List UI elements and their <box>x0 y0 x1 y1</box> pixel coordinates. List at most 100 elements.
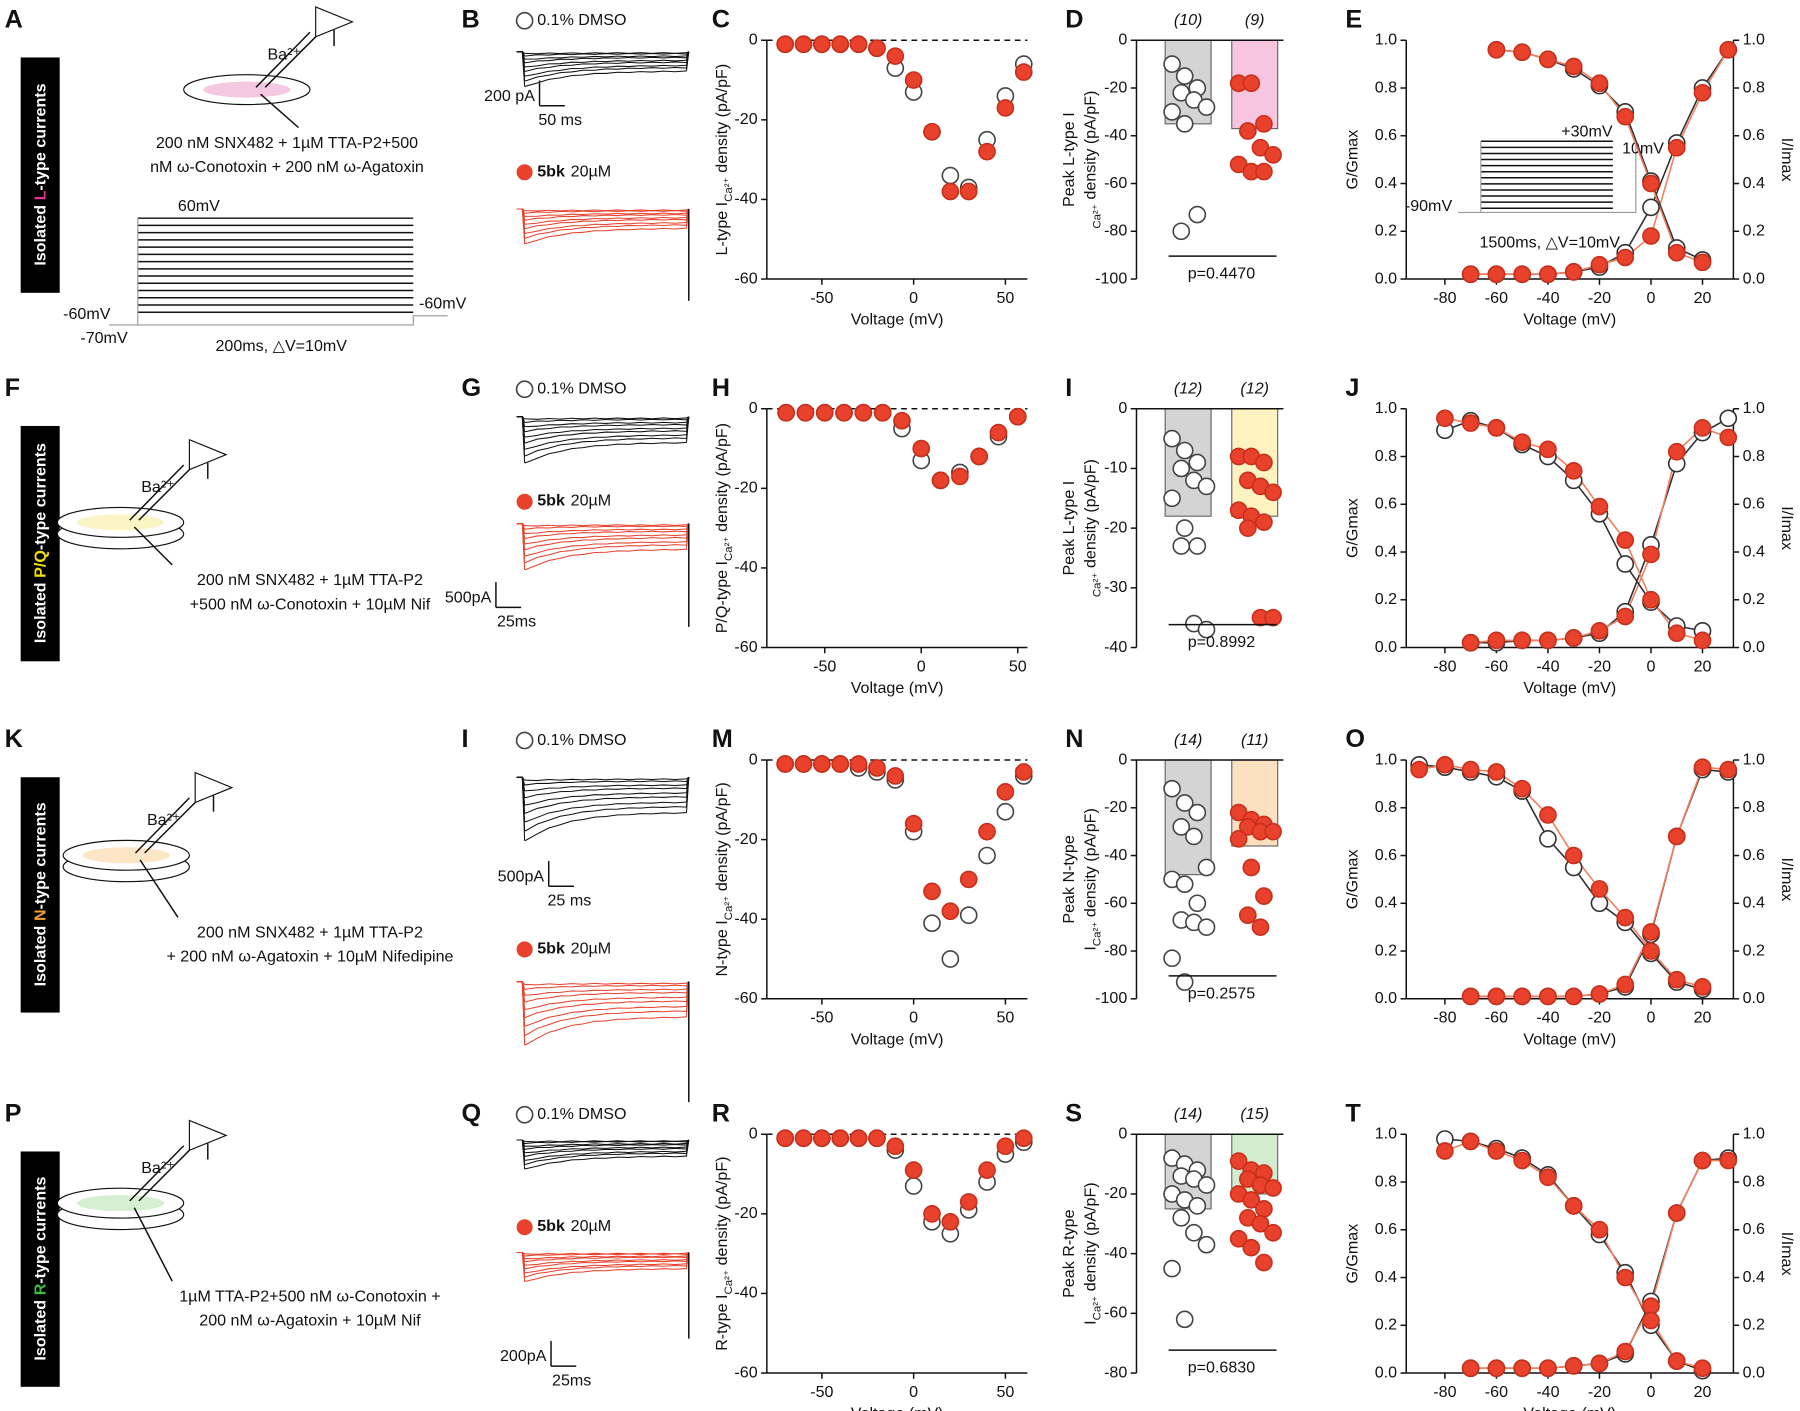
amplifier <box>188 1119 228 1152</box>
trace <box>516 51 690 82</box>
y-tick-label: 1.0 <box>1375 399 1397 417</box>
y-axis-label-text: Peak R-type <box>1060 1209 1078 1297</box>
trace <box>516 1251 690 1257</box>
y-axis-label-sub: Ca²⁺ <box>723 177 735 202</box>
x-tick-label: 50 <box>1009 657 1027 675</box>
data-point <box>1616 1268 1635 1287</box>
data-point <box>1175 1310 1194 1329</box>
trace <box>516 1139 690 1145</box>
data-point <box>923 122 941 141</box>
trace <box>516 776 690 832</box>
y-axis-label-text: Peak L-type I <box>1060 481 1078 576</box>
drug-text: + 200 nM ω-Agatoxin + 10µM Nifedipine <box>166 948 453 966</box>
data-point <box>1590 1354 1609 1373</box>
legend-label: 5bk 20µM <box>537 163 611 181</box>
n-label: (12) <box>1174 379 1203 397</box>
y-tick-label: 0 <box>749 750 758 768</box>
x-tick-label: -60 <box>1485 1009 1508 1027</box>
trace <box>516 1251 690 1263</box>
drug-name: 5bk <box>537 1217 565 1235</box>
data-point <box>1163 1259 1181 1278</box>
data-point <box>904 1161 923 1179</box>
y-tick-label: 0.8 <box>1375 798 1397 816</box>
y-tick-label: -60 <box>734 269 757 287</box>
y-axis-label: R-type ICa²⁺ density (pA/pF) <box>713 1156 735 1350</box>
drug-dose: 20µM <box>571 163 612 181</box>
pointer <box>133 526 173 566</box>
data-point <box>1590 497 1609 516</box>
data-point <box>941 950 960 968</box>
pointer <box>139 859 179 918</box>
y-tick-label: 0.6 <box>1375 1220 1397 1238</box>
data-point <box>1513 1359 1532 1378</box>
data-point <box>1539 1168 1557 1187</box>
scale-label: 25ms <box>497 613 536 631</box>
legend-label: 0.1% DMSO <box>537 379 626 397</box>
data-point <box>1513 43 1532 62</box>
data-point <box>1197 477 1216 496</box>
n-label: (15) <box>1240 1105 1269 1123</box>
data-point <box>1185 827 1203 846</box>
y2-tick-label: 0.8 <box>1743 798 1765 816</box>
data-point <box>1487 40 1506 59</box>
y-tick-label: -20 <box>1104 78 1127 96</box>
data-point <box>1539 265 1557 284</box>
data-point <box>1461 265 1480 284</box>
trace <box>516 1139 690 1150</box>
side-label-pre: Isolated <box>32 582 50 643</box>
data-point <box>1238 519 1257 537</box>
fit-line <box>1444 417 1703 642</box>
data-point <box>1667 970 1686 989</box>
side-label: Isolated L-type currents <box>32 83 50 265</box>
x-tick-label: -20 <box>1588 1383 1611 1401</box>
y-tick-label: -10 <box>1104 459 1127 477</box>
fit-line <box>1444 419 1703 632</box>
data-point <box>886 47 905 66</box>
data-point <box>978 142 996 161</box>
y-axis-label-sub: Ca²⁺ <box>723 896 735 921</box>
n-label: (11) <box>1241 731 1268 749</box>
data-point <box>1642 923 1660 941</box>
data-point <box>796 403 815 422</box>
pipette <box>144 801 196 854</box>
y-tick-label: 0 <box>1118 1125 1127 1143</box>
protocol-hold <box>109 218 448 326</box>
y-tick-label: 1.0 <box>1375 750 1397 768</box>
panel-letter: O <box>1345 725 1365 753</box>
data-point <box>1163 429 1181 448</box>
data-point <box>1436 755 1454 774</box>
data-point <box>970 447 989 466</box>
y-axis-label-sub: Ca²⁺ <box>723 536 735 561</box>
y-axis-label-sub: Ca²⁺ <box>1092 204 1104 229</box>
trace <box>516 416 690 438</box>
y-axis-label: Peak N-type <box>1060 835 1078 923</box>
y-axis-label: N-type ICa²⁺ density (pA/pF) <box>713 782 735 976</box>
x-tick-label: -50 <box>810 1009 833 1027</box>
data-point <box>959 1193 978 1211</box>
y-tick-label: -40 <box>734 909 757 927</box>
side-label-pre: Isolated <box>32 205 50 266</box>
y2-tick-label: 0.6 <box>1743 126 1765 144</box>
y-tick-label: 0 <box>1118 750 1127 768</box>
data-point <box>1185 1223 1203 1242</box>
trace <box>516 208 690 214</box>
data-point <box>1172 222 1191 241</box>
y-axis-label: G/Gmax <box>1344 850 1362 910</box>
data-point <box>886 1137 905 1156</box>
ion-label: Ba²⁺ <box>147 811 180 829</box>
x-tick-label: 0 <box>1647 289 1656 307</box>
scale-label: 500pA <box>498 867 545 885</box>
y2-tick-label: 0.2 <box>1743 1316 1765 1334</box>
x-tick-label: -40 <box>1536 1009 1559 1027</box>
data-point <box>1590 880 1609 898</box>
data-point <box>1719 428 1738 447</box>
x-tick-label: 0 <box>909 1009 918 1027</box>
y-axis-label-text: Peak L-type I <box>1060 112 1078 207</box>
panel-letter: E <box>1345 5 1362 33</box>
trace <box>516 1139 690 1165</box>
x-axis-label: Voltage (mV) <box>851 1030 944 1048</box>
trace <box>516 523 690 564</box>
data-point <box>1487 987 1506 1006</box>
legend-label: 0.1% DMSO <box>537 731 626 749</box>
y-tick-label: 0.6 <box>1375 846 1397 864</box>
